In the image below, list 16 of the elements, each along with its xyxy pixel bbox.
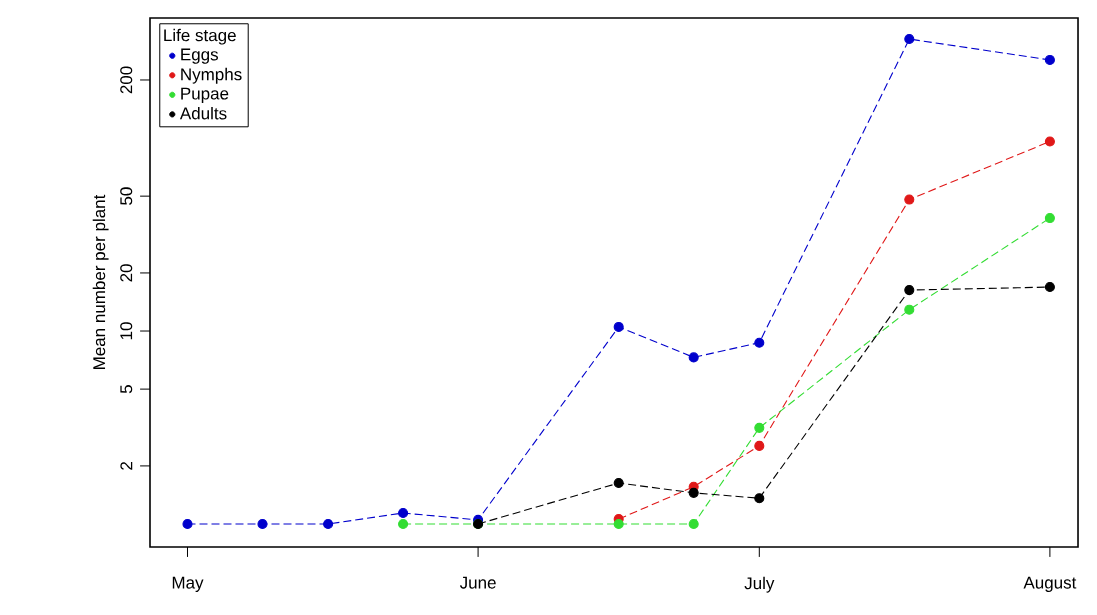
y-tick-label: 200 [120, 66, 133, 94]
y-tick-label: 50 [120, 187, 133, 205]
legend-label: Adults [179, 106, 227, 120]
x-tick-label: May [172, 576, 204, 593]
legend-label: Eggs [181, 48, 219, 64]
x-tick-label: July [744, 576, 775, 593]
y-tick-label: 10 [120, 322, 133, 340]
y-tick-label: 20 [120, 264, 133, 282]
y-tick-label: 5 [120, 385, 133, 394]
legend-label: Nymphs [181, 67, 242, 84]
legend-label: Pupae [181, 87, 229, 103]
legend-title: Life stage [164, 28, 236, 45]
x-tick-label: June [459, 576, 496, 589]
x-tick-label: August [1023, 576, 1077, 593]
y-axis-title: Mean number per plant [92, 194, 109, 369]
y-tick-label: 2 [120, 462, 133, 470]
